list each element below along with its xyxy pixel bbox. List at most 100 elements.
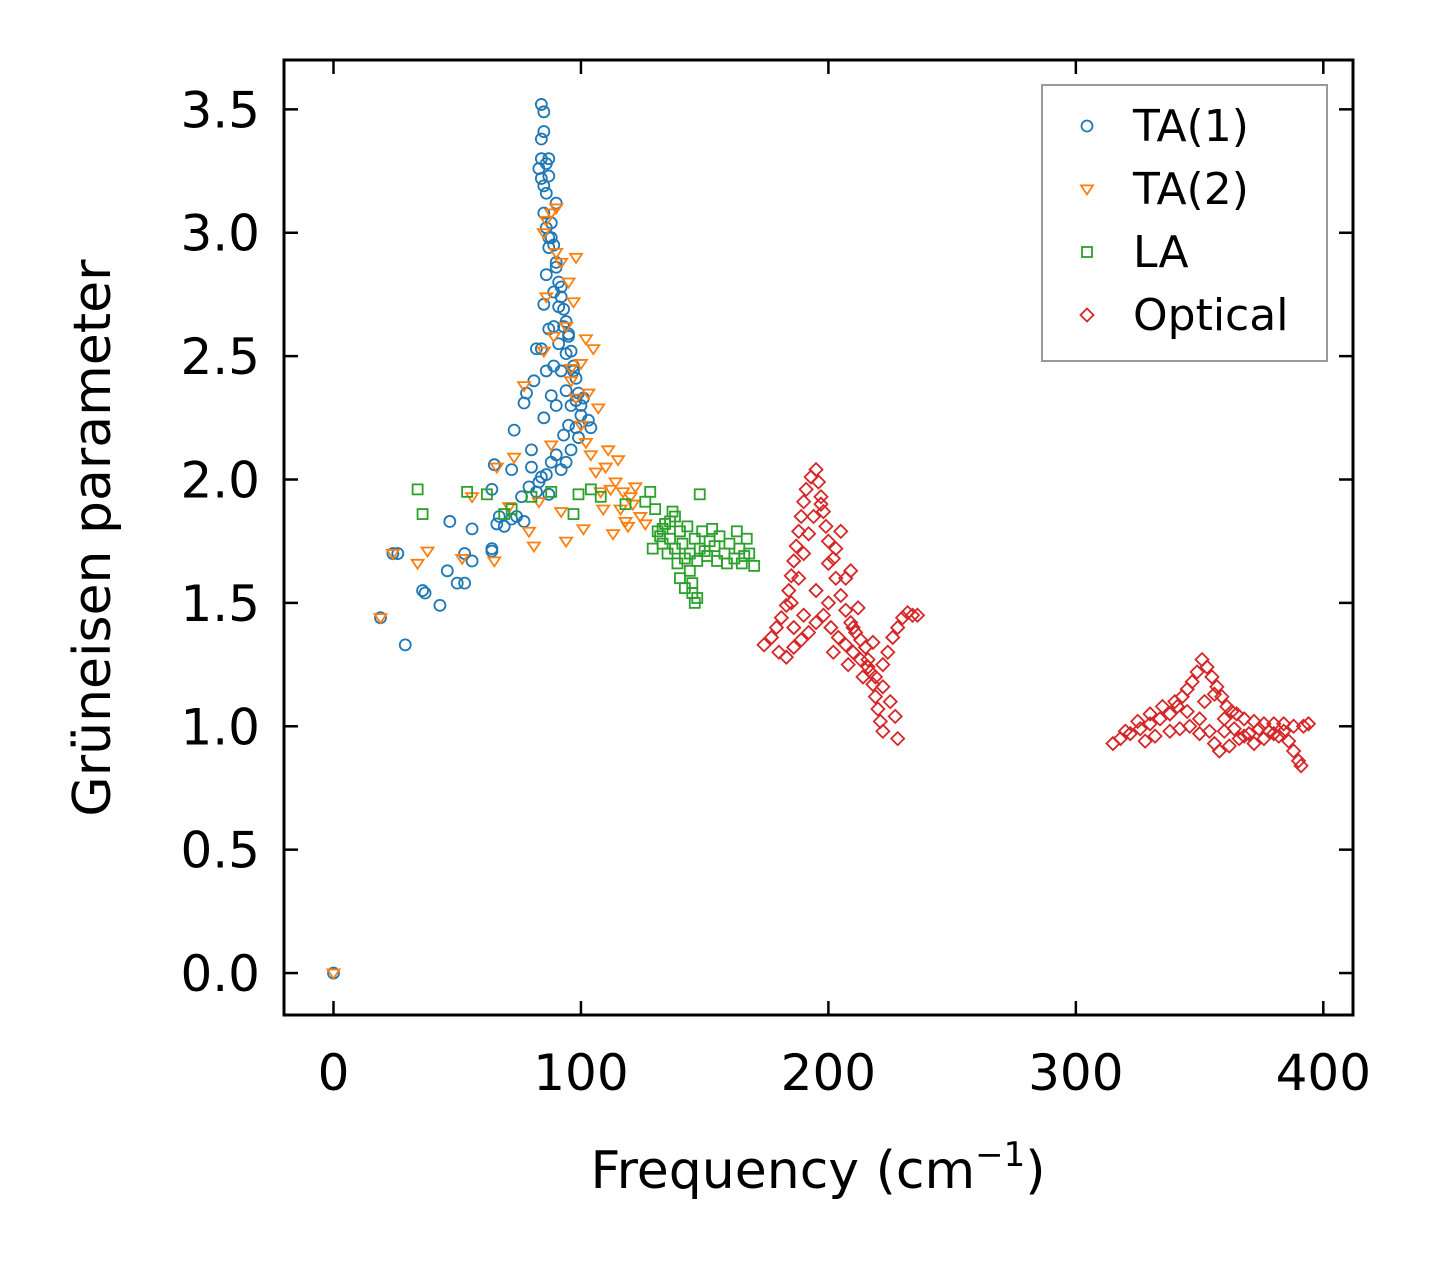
- data-point: [798, 481, 814, 498]
- data-point: [486, 556, 503, 568]
- data-point: [832, 587, 849, 604]
- data-point: [778, 649, 795, 665]
- data-point: [1251, 720, 1267, 737]
- data-point: [1236, 711, 1252, 727]
- data-point: [781, 582, 797, 599]
- data-point: [490, 517, 504, 531]
- series-ta-2: [325, 203, 653, 981]
- data-point: [1280, 733, 1297, 749]
- data-point: [600, 445, 616, 457]
- data-point: [825, 644, 842, 661]
- data-point: [418, 586, 432, 600]
- data-point: [870, 701, 886, 717]
- data-point: [537, 125, 551, 138]
- data-point: [1236, 728, 1252, 744]
- data-point: [598, 462, 614, 475]
- data-point: [527, 374, 541, 388]
- data-point: [1226, 720, 1242, 737]
- data-point: [778, 597, 795, 614]
- data-point: [569, 371, 583, 385]
- data-point: [563, 363, 579, 376]
- data-point: [1246, 735, 1262, 752]
- data-point: [607, 477, 624, 489]
- data-point: [813, 496, 829, 512]
- data-point: [1201, 723, 1218, 739]
- data-point: [594, 490, 607, 503]
- data-point: [537, 105, 551, 119]
- data-point: [763, 629, 780, 646]
- data-point: [507, 423, 521, 437]
- legend-entry: TA(1): [1080, 101, 1249, 152]
- data-point: [440, 564, 454, 578]
- data-point: [574, 399, 588, 412]
- data-point: [691, 592, 704, 604]
- data-point: [525, 443, 538, 457]
- y-tick-label: 2.5: [180, 328, 260, 386]
- data-point: [1172, 720, 1188, 737]
- data-point: [485, 542, 499, 556]
- data-point: [823, 619, 839, 636]
- legend-entries: TA(1) TA(2) LA Optical: [1079, 101, 1288, 341]
- legend-label: LA: [1133, 227, 1189, 278]
- data-point: [909, 607, 926, 624]
- data-point: [543, 208, 559, 221]
- data-point: [416, 584, 429, 597]
- data-point: [860, 659, 876, 675]
- data-point: [820, 533, 837, 549]
- data-point: [542, 487, 556, 501]
- data-point: [713, 530, 726, 543]
- data-point: [795, 545, 812, 562]
- data-point: [542, 169, 556, 183]
- data-point: [534, 98, 548, 111]
- x-tick-label: 100: [533, 1044, 628, 1102]
- data-point: [828, 540, 844, 557]
- data-point: [554, 290, 568, 304]
- data-point: [808, 582, 824, 599]
- data-point: [790, 523, 807, 540]
- data-point: [416, 508, 429, 520]
- data-point: [1199, 659, 1215, 675]
- data-point: [325, 968, 342, 981]
- plot-points: [325, 98, 1317, 981]
- data-point: [489, 462, 505, 475]
- data-point: [855, 669, 871, 685]
- data-point: [552, 337, 566, 351]
- axis-ticks: 0 100 200 300 400 0.0 0.5 1.0 1.5 2.0 2.5 3.0 3.5: [180, 60, 1371, 1102]
- data-point: [593, 487, 609, 499]
- data-point: [875, 679, 891, 695]
- data-point: [585, 344, 601, 356]
- data-point: [521, 526, 537, 539]
- data-point: [740, 532, 753, 545]
- x-tick-label: 200: [781, 1044, 876, 1102]
- data-point: [800, 624, 817, 641]
- data-point: [568, 252, 584, 265]
- data-point: [830, 629, 847, 646]
- data-point: [810, 474, 827, 490]
- data-point: [850, 600, 866, 616]
- data-point: [808, 461, 824, 478]
- data-point: [547, 238, 561, 252]
- data-point: [622, 492, 639, 504]
- data-point: [572, 488, 585, 501]
- data-point: [904, 607, 921, 624]
- data-point: [845, 619, 861, 636]
- data-point: [559, 455, 573, 469]
- legend-entry: LA: [1081, 227, 1189, 278]
- data-point: [458, 576, 472, 590]
- data-point: [1270, 728, 1287, 744]
- data-point: [649, 503, 662, 516]
- legend-marker-triangle-down: [1079, 184, 1095, 197]
- data-point: [553, 507, 569, 519]
- data-point: [1209, 679, 1225, 695]
- data-point: [567, 508, 580, 520]
- data-point: [867, 669, 884, 685]
- data-point: [562, 418, 575, 432]
- data-point: [808, 614, 824, 631]
- data-point: [560, 277, 577, 290]
- data-point: [1256, 730, 1272, 747]
- data-point: [545, 485, 558, 498]
- data-point: [461, 485, 474, 498]
- data-point: [538, 292, 554, 304]
- y-tick-label: 3.5: [180, 81, 260, 139]
- data-point: [554, 364, 568, 378]
